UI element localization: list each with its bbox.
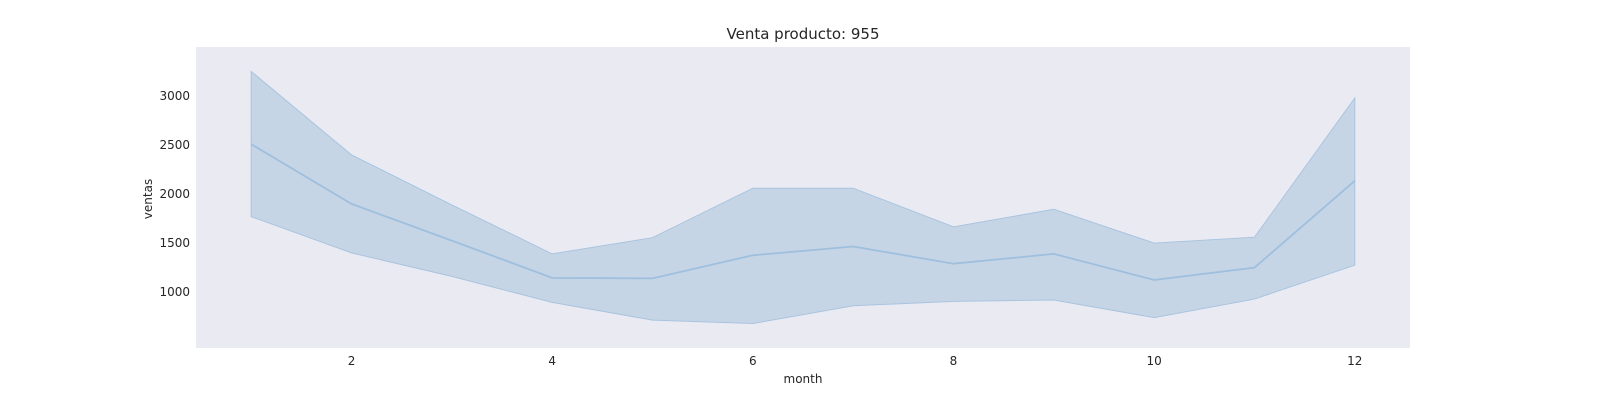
series-line: [250, 143, 1356, 281]
x-tick-label: 2: [348, 354, 356, 368]
chart-title: Venta producto: 955: [727, 25, 880, 43]
y-axis-label: ventas: [141, 179, 155, 219]
y-tick-label: 3000: [159, 89, 190, 103]
x-axis-ticks: 2 4 6 8 10 12: [348, 354, 1363, 368]
x-axis-label: month: [784, 372, 823, 386]
y-axis-ticks: 1000 1500 2000 2500 3000: [159, 89, 190, 299]
y-tick-label: 1500: [159, 236, 190, 250]
x-tick-label: 12: [1347, 354, 1362, 368]
x-tick-label: 6: [749, 354, 757, 368]
y-tick-label: 2000: [159, 187, 190, 201]
x-tick-label: 4: [548, 354, 556, 368]
y-tick-label: 2500: [159, 138, 190, 152]
x-tick-label: 10: [1147, 354, 1162, 368]
x-tick-label: 8: [950, 354, 958, 368]
y-tick-label: 1000: [159, 285, 190, 299]
